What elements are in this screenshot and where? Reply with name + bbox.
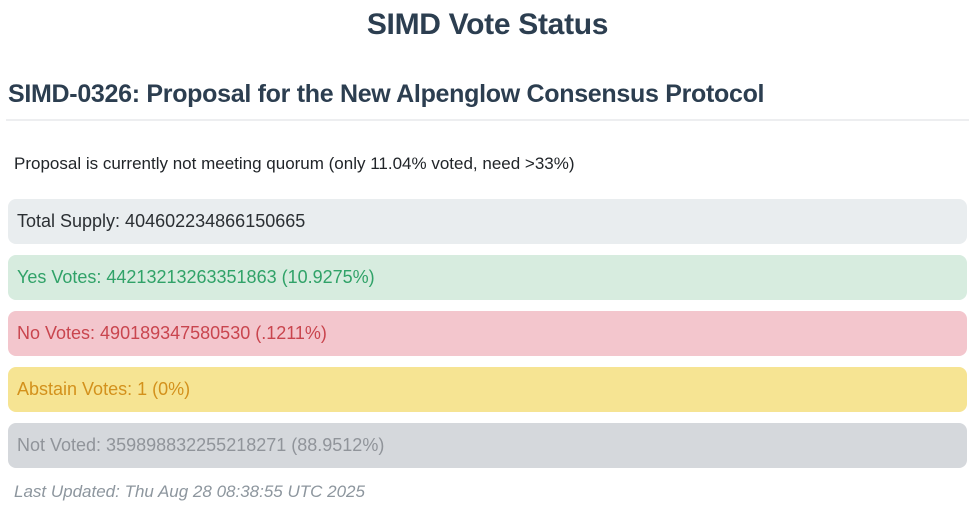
vote-bar-abstain-votes: Abstain Votes: 1 (0%) <box>8 367 967 412</box>
last-updated-text: Last Updated: Thu Aug 28 08:38:55 UTC 20… <box>14 482 365 501</box>
vote-bar-no-votes: No Votes: 490189347580530 (.1211%) <box>8 311 967 356</box>
quorum-status-text: Proposal is currently not meeting quorum… <box>14 154 575 173</box>
proposal-heading: SIMD-0326: Proposal for the New Alpenglo… <box>8 80 765 108</box>
page-title: SIMD Vote Status <box>366 8 609 41</box>
vote-bar-not-voted: Not Voted: 359898832255218271 (88.9512%) <box>8 423 967 468</box>
heading-divider <box>6 119 969 121</box>
vote-bar-yes-votes: Yes Votes: 44213213263351863 (10.9275%) <box>8 255 967 300</box>
vote-bar-total-supply: Total Supply: 404602234866150665 <box>8 199 967 244</box>
vote-summary: Total Supply: 404602234866150665 Yes Vot… <box>0 199 975 468</box>
